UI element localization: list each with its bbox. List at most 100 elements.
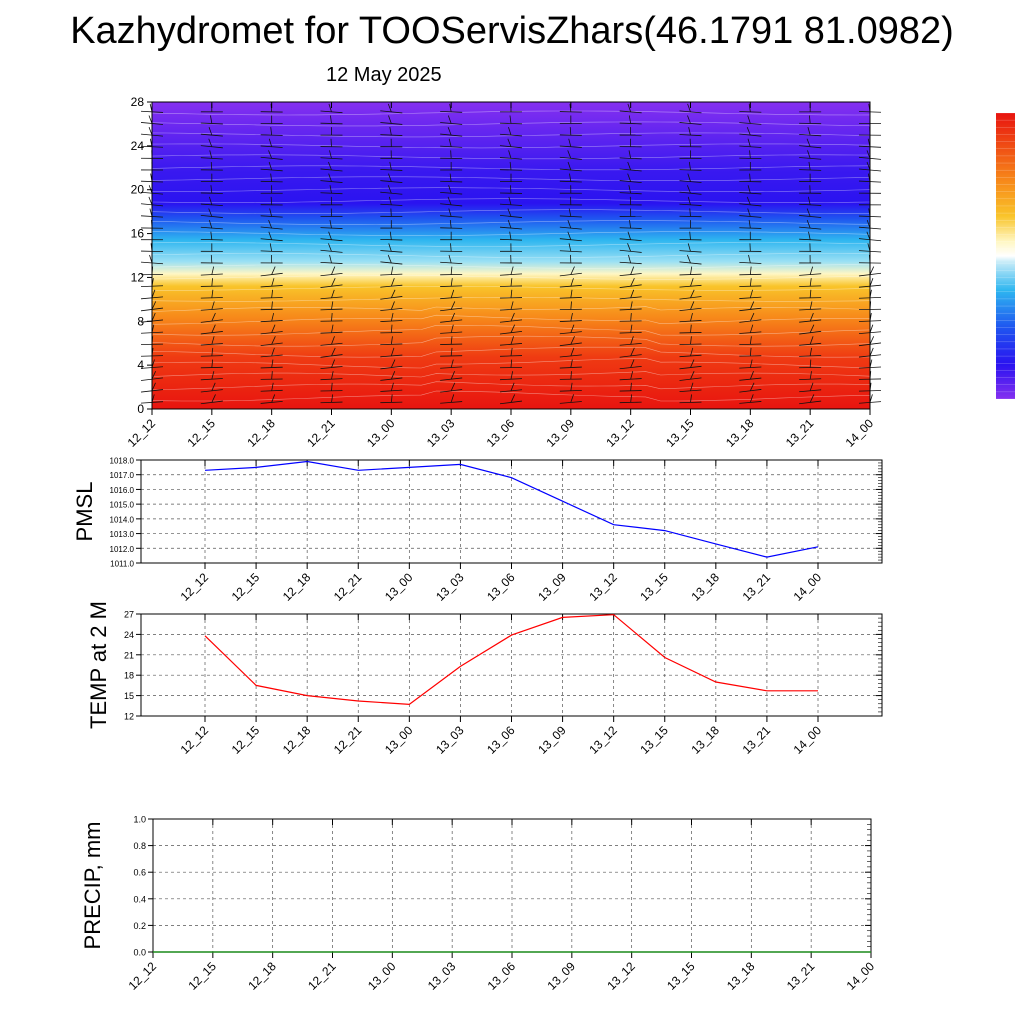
y-tick-label: 0.8: [133, 841, 146, 851]
y-tick-label: 28: [131, 95, 145, 109]
wind-barb-flag: [270, 196, 273, 205]
wind-barb-flag: [689, 231, 691, 240]
wind-barb: [739, 227, 762, 229]
wind-barb-flag: [630, 347, 635, 357]
wind-barb: [440, 401, 463, 404]
x-tick-label: 13_15: [664, 959, 698, 993]
wind-barb: [200, 400, 223, 405]
wind-barb: [260, 134, 283, 136]
wind-barb-flag: [330, 138, 332, 147]
series-line: [204, 614, 818, 706]
wind-barb-flag: [570, 266, 575, 275]
wind-barb-flag: [688, 127, 691, 136]
wind-barb-flag: [807, 196, 811, 205]
x-tick-label: 12_21: [304, 416, 338, 450]
y-tick-label: 0.4: [133, 894, 146, 904]
wind-barb-flag: [687, 173, 691, 182]
wind-barb-flag: [388, 115, 392, 124]
wind-barb-flag: [869, 347, 874, 357]
wind-barb-flag: [690, 347, 694, 357]
y-tick-label: 0.6: [133, 868, 146, 878]
wind-barb-flag: [628, 115, 632, 124]
contour-line: [152, 286, 871, 291]
x-tick-label: 13_12: [586, 570, 620, 604]
wind-barb-flag: [449, 173, 452, 182]
wind-barb: [260, 342, 283, 347]
x-tick-label: 13_09: [535, 723, 569, 757]
wind-barb-flag: [687, 243, 691, 252]
wind-barb-flag: [271, 312, 275, 322]
x-tick-label: 12_21: [331, 723, 365, 757]
wind-barb-flag: [151, 312, 156, 322]
y-tick-label: 8: [137, 314, 144, 328]
x-tick-label: 14_00: [844, 959, 878, 993]
wind-barb-flag: [747, 115, 751, 124]
wind-barb-flag: [271, 336, 276, 345]
wind-barb-flag: [450, 243, 452, 252]
wind-barb-flag: [271, 324, 276, 333]
wind-barb-flag: [567, 150, 572, 159]
wind-barb-flag: [329, 150, 332, 159]
wind-barb: [200, 226, 223, 230]
wind-barb-flag: [151, 301, 157, 310]
wind-barb-flag: [628, 254, 632, 264]
contour-line: [151, 264, 871, 269]
wind-barb-flag: [749, 312, 755, 322]
wind-barb-flag: [510, 359, 513, 368]
wind-barb-flag: [630, 301, 633, 310]
wind-barb-flag: [448, 208, 452, 217]
y-tick-label: 18: [124, 671, 134, 681]
wind-barb: [499, 400, 523, 405]
wind-barb: [200, 343, 223, 346]
wind-barb-flag: [450, 312, 455, 322]
heatmap-panel: 0 4 8 12 16 20 24 28 12_12 12_15 12_18 12_21 13_00 13…: [125, 95, 882, 450]
x-tick-label: 12_18: [280, 723, 314, 757]
wind-barb-flag: [807, 150, 811, 159]
wind-barb: [260, 272, 283, 277]
wind-barb-flag: [508, 196, 512, 205]
wind-barb-flag: [211, 278, 213, 287]
wind-barb: [499, 133, 523, 137]
wind-barb-flag: [268, 150, 273, 159]
wind-barb-flag: [749, 324, 754, 333]
wind-barb-flag: [569, 127, 572, 136]
wind-barb: [380, 343, 403, 346]
y-tick-label: 24: [131, 139, 145, 153]
y-tick-label: 21: [124, 650, 134, 660]
wind-barb-flag: [510, 371, 514, 380]
y-tick-label: 1017.0: [110, 471, 135, 480]
wind-barb-flag: [570, 371, 572, 380]
wind-barb-flag: [328, 161, 332, 171]
y-tick-label: 27: [124, 610, 134, 620]
wind-barb-flag: [331, 289, 335, 298]
wind-barb: [499, 343, 523, 346]
x-tick-label: 12_21: [331, 570, 365, 604]
x-tick-label: 13_09: [543, 416, 577, 450]
x-tick-label: 13_09: [544, 959, 578, 993]
wind-barb-flag: [628, 150, 632, 159]
x-tick-label: 13_18: [688, 570, 722, 604]
x-tick-label: 13_12: [604, 959, 638, 993]
date-label: 12 May 2025: [326, 64, 442, 86]
wind-barb-flag: [630, 266, 635, 275]
wind-barb-flag: [447, 126, 452, 136]
colorbar: [996, 112, 1015, 400]
wind-barb-flag: [269, 208, 273, 217]
x-tick-label: 13_09: [535, 570, 569, 604]
wind-barb: [380, 401, 403, 404]
wind-barb-flag: [211, 347, 214, 356]
wind-barb: [559, 272, 582, 277]
wind-barb-flag: [510, 289, 513, 298]
x-tick-label: 14_00: [791, 570, 825, 604]
wind-barb-flag: [268, 231, 273, 240]
x-tick-label: 13_03: [433, 570, 467, 604]
wind-barb-flag: [809, 289, 812, 298]
wind-barb-flag: [690, 278, 694, 287]
x-tick-label: 12_12: [125, 416, 159, 450]
y-axis-label: PRECIP, mm: [80, 822, 105, 950]
chart-title: Kazhydromet for TOOServisZhars(46.1791 8…: [70, 10, 954, 52]
wind-barb-flag: [271, 278, 275, 287]
wind-barb-flag: [567, 161, 572, 171]
wind-barb-flag: [330, 115, 332, 124]
wind-barb-flag: [866, 150, 871, 159]
